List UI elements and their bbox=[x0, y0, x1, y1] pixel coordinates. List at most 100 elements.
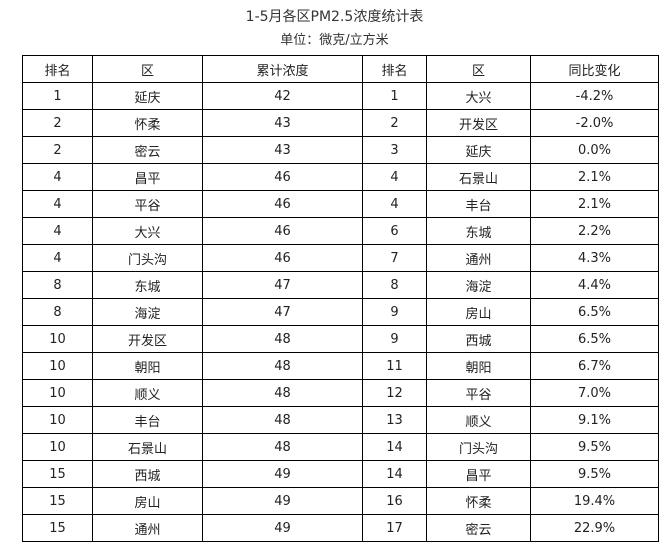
table-title: 1-5月各区PM2.5浓度统计表 bbox=[245, 9, 424, 25]
cumulative-concentration-cell: 47 bbox=[202, 271, 363, 299]
yoy-change-cell: -4.2% bbox=[530, 82, 659, 110]
unit-label: 单位：微克/立方米 bbox=[280, 33, 389, 48]
table-row: 4 平谷 46 4 丰台 2.1% bbox=[22, 190, 659, 218]
rank-change-cell: 14 bbox=[362, 433, 427, 461]
district-concentration-cell: 顺义 bbox=[92, 379, 203, 407]
district-concentration-cell: 海淀 bbox=[92, 298, 203, 326]
rank-change-cell: 17 bbox=[362, 514, 427, 542]
rank-concentration-cell: 15 bbox=[22, 460, 93, 488]
yoy-change-cell: 4.4% bbox=[530, 271, 659, 299]
cumulative-concentration-cell: 49 bbox=[202, 460, 363, 488]
district-change-cell: 石景山 bbox=[426, 163, 531, 191]
yoy-change-cell: 19.4% bbox=[530, 487, 659, 515]
table-row: 1 延庆 42 1 大兴 -4.2% bbox=[22, 82, 659, 110]
district-change-cell: 西城 bbox=[426, 325, 531, 353]
district-concentration-cell: 石景山 bbox=[92, 433, 203, 461]
rank-change-cell: 11 bbox=[362, 352, 427, 380]
cumulative-concentration-cell: 43 bbox=[202, 109, 363, 137]
yoy-change-cell: 6.7% bbox=[530, 352, 659, 380]
rank-change-cell: 4 bbox=[362, 190, 427, 218]
district-concentration-cell: 门头沟 bbox=[92, 244, 203, 272]
table-row: 15 西城 49 14 昌平 9.5% bbox=[22, 460, 659, 488]
district-concentration-cell: 开发区 bbox=[92, 325, 203, 353]
district-change-cell: 门头沟 bbox=[426, 433, 531, 461]
rank-change-cell: 12 bbox=[362, 379, 427, 407]
rank-change-cell: 14 bbox=[362, 460, 427, 488]
cumulative-concentration-cell: 48 bbox=[202, 406, 363, 434]
table-row: 8 海淀 47 9 房山 6.5% bbox=[22, 298, 659, 326]
yoy-change-cell: 0.0% bbox=[530, 136, 659, 164]
district-change-cell: 昌平 bbox=[426, 460, 531, 488]
rank-concentration-cell: 4 bbox=[22, 244, 93, 272]
district-change-cell: 开发区 bbox=[426, 109, 531, 137]
yoy-change-cell: 2.2% bbox=[530, 217, 659, 245]
rank-change-cell: 2 bbox=[362, 109, 427, 137]
district-change-cell: 海淀 bbox=[426, 271, 531, 299]
cumulative-concentration-cell: 48 bbox=[202, 352, 363, 380]
district-concentration-cell: 朝阳 bbox=[92, 352, 203, 380]
district-change-cell: 怀柔 bbox=[426, 487, 531, 515]
rank-concentration-cell: 4 bbox=[22, 217, 93, 245]
cumulative-concentration-cell: 49 bbox=[202, 514, 363, 542]
rank-concentration-cell: 10 bbox=[22, 433, 93, 461]
district-concentration-cell: 西城 bbox=[92, 460, 203, 488]
rank-concentration-cell: 10 bbox=[22, 352, 93, 380]
table-body: 1 延庆 42 1 大兴 -4.2% 2 怀柔 43 2 开发区 -2.0% 2 密云 43 3 延庆 0.0% 4… bbox=[22, 82, 659, 542]
rank-change-cell: 6 bbox=[362, 217, 427, 245]
rank-concentration-cell: 1 bbox=[22, 82, 93, 110]
district-change-cell: 平谷 bbox=[426, 379, 531, 407]
table-row: 10 开发区 48 9 西城 6.5% bbox=[22, 325, 659, 353]
district-concentration-cell: 密云 bbox=[92, 136, 203, 164]
cumulative-concentration-cell: 48 bbox=[202, 379, 363, 407]
district-concentration-cell: 房山 bbox=[92, 487, 203, 515]
rank-concentration-cell: 15 bbox=[22, 514, 93, 542]
rank-concentration-cell: 2 bbox=[22, 109, 93, 137]
cumulative-concentration-cell: 43 bbox=[202, 136, 363, 164]
rank-change-cell: 1 bbox=[362, 82, 427, 110]
table-row: 2 密云 43 3 延庆 0.0% bbox=[22, 136, 659, 164]
yoy-change-cell: 2.1% bbox=[530, 163, 659, 191]
cumulative-concentration-cell: 42 bbox=[202, 82, 363, 110]
table-row: 4 大兴 46 6 东城 2.2% bbox=[22, 217, 659, 245]
rank-change-cell: 3 bbox=[362, 136, 427, 164]
rank-concentration-cell: 10 bbox=[22, 379, 93, 407]
header-yoy-change: 同比变化 bbox=[530, 55, 659, 83]
header-district-concentration: 区 bbox=[92, 55, 203, 83]
rank-concentration-cell: 8 bbox=[22, 298, 93, 326]
table-row: 10 丰台 48 13 顺义 9.1% bbox=[22, 406, 659, 434]
rank-change-cell: 7 bbox=[362, 244, 427, 272]
yoy-change-cell: 4.3% bbox=[530, 244, 659, 272]
district-change-cell: 东城 bbox=[426, 217, 531, 245]
rank-change-cell: 4 bbox=[362, 163, 427, 191]
yoy-change-cell: 7.0% bbox=[530, 379, 659, 407]
cumulative-concentration-cell: 46 bbox=[202, 217, 363, 245]
yoy-change-cell: 9.5% bbox=[530, 433, 659, 461]
table-row: 15 通州 49 17 密云 22.9% bbox=[22, 514, 659, 542]
district-change-cell: 大兴 bbox=[426, 82, 531, 110]
rank-concentration-cell: 2 bbox=[22, 136, 93, 164]
table-row: 15 房山 49 16 怀柔 19.4% bbox=[22, 487, 659, 515]
table-row: 10 顺义 48 12 平谷 7.0% bbox=[22, 379, 659, 407]
rank-change-cell: 9 bbox=[362, 298, 427, 326]
table-row: 4 门头沟 46 7 通州 4.3% bbox=[22, 244, 659, 272]
cumulative-concentration-cell: 46 bbox=[202, 190, 363, 218]
table-row: 4 昌平 46 4 石景山 2.1% bbox=[22, 163, 659, 191]
district-concentration-cell: 平谷 bbox=[92, 190, 203, 218]
yoy-change-cell: -2.0% bbox=[530, 109, 659, 137]
header-row: 排名 区 累计浓度 排名 区 同比变化 bbox=[22, 55, 659, 83]
district-concentration-cell: 丰台 bbox=[92, 406, 203, 434]
header-rank-change: 排名 bbox=[362, 55, 427, 83]
rank-concentration-cell: 10 bbox=[22, 406, 93, 434]
district-change-cell: 密云 bbox=[426, 514, 531, 542]
yoy-change-cell: 9.1% bbox=[530, 406, 659, 434]
table-row: 10 石景山 48 14 门头沟 9.5% bbox=[22, 433, 659, 461]
district-change-cell: 通州 bbox=[426, 244, 531, 272]
rank-change-cell: 13 bbox=[362, 406, 427, 434]
district-concentration-cell: 通州 bbox=[92, 514, 203, 542]
district-concentration-cell: 昌平 bbox=[92, 163, 203, 191]
table-row: 2 怀柔 43 2 开发区 -2.0% bbox=[22, 109, 659, 137]
rank-concentration-cell: 10 bbox=[22, 325, 93, 353]
yoy-change-cell: 9.5% bbox=[530, 460, 659, 488]
rank-change-cell: 8 bbox=[362, 271, 427, 299]
rank-concentration-cell: 8 bbox=[22, 271, 93, 299]
